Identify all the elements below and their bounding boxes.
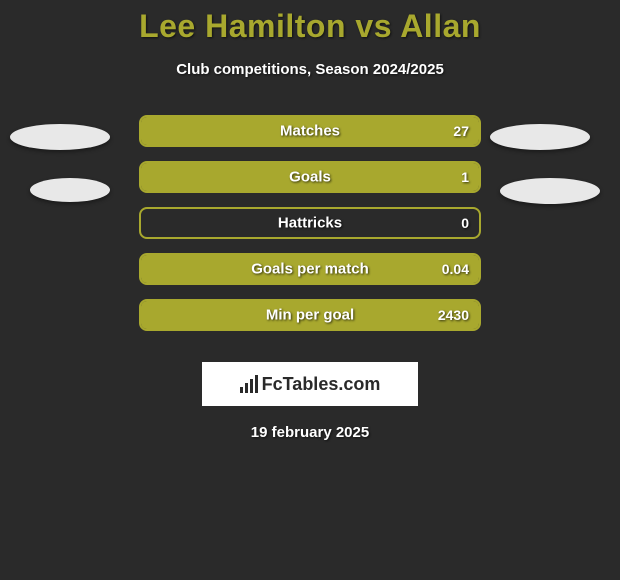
logo-text: FcTables.com bbox=[262, 374, 381, 395]
stat-label: Min per goal bbox=[266, 307, 354, 324]
stat-value-right: 0.04 bbox=[442, 261, 469, 277]
bar-track: Goals per match 0.04 bbox=[139, 253, 481, 285]
stat-label: Matches bbox=[280, 123, 340, 140]
bar-chart-icon bbox=[240, 375, 258, 393]
stat-row: Hattricks 0 bbox=[0, 200, 620, 246]
stat-value-right: 1 bbox=[461, 169, 469, 185]
stat-label: Hattricks bbox=[278, 215, 342, 232]
stat-label: Goals bbox=[289, 169, 331, 186]
bar-track: Matches 27 bbox=[139, 115, 481, 147]
page-title: Lee Hamilton vs Allan bbox=[0, 0, 620, 45]
date-text: 19 february 2025 bbox=[0, 424, 620, 441]
stat-value-right: 2430 bbox=[438, 307, 469, 323]
stat-row: Goals per match 0.04 bbox=[0, 246, 620, 292]
fctables-logo[interactable]: FcTables.com bbox=[202, 362, 418, 406]
stat-row: Matches 27 bbox=[0, 108, 620, 154]
logo-inner: FcTables.com bbox=[240, 374, 381, 395]
stat-label: Goals per match bbox=[251, 261, 369, 278]
bar-track: Goals 1 bbox=[139, 161, 481, 193]
stat-row: Min per goal 2430 bbox=[0, 292, 620, 338]
stat-value-right: 0 bbox=[461, 215, 469, 231]
stat-value-right: 27 bbox=[453, 123, 469, 139]
bar-track: Min per goal 2430 bbox=[139, 299, 481, 331]
comparison-chart: Matches 27 Goals 1 Hattricks 0 Goals per… bbox=[0, 108, 620, 348]
stat-row: Goals 1 bbox=[0, 154, 620, 200]
bar-track: Hattricks 0 bbox=[139, 207, 481, 239]
subtitle: Club competitions, Season 2024/2025 bbox=[0, 61, 620, 78]
